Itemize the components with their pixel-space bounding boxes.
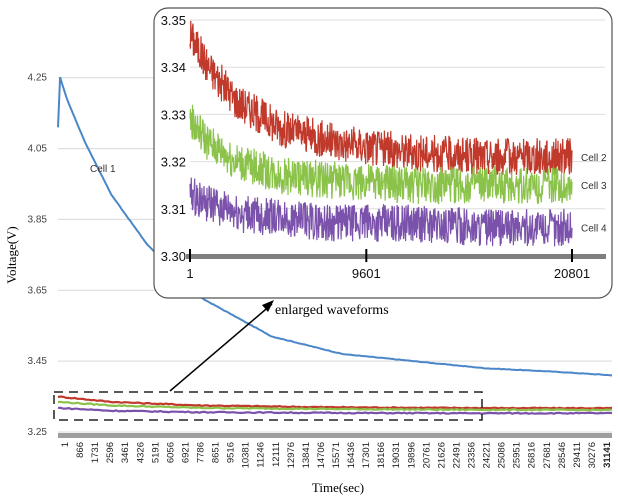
main-x-tick-labels: 1 866 1731 2596 3461 4326 5191 6056 6921 7786 8651… (60, 441, 613, 468)
inset-series-line-3 (189, 177, 573, 247)
main-series-line-1 (57, 76, 613, 377)
main-x-tick: 16436 (346, 442, 357, 468)
main-x-tick: 28546 (557, 442, 568, 468)
inset-series-lines (189, 20, 573, 247)
main-x-tick: 12111 (271, 442, 282, 467)
main-x-tick: 23356 (467, 442, 478, 468)
main-x-tick: 13841 (301, 442, 312, 468)
inset-y-tick-labels: 3.30 3.31 3.32 3.33 3.34 3.35 (161, 13, 186, 264)
inset-x-axis (186, 249, 606, 262)
main-x-tick: 17301 (361, 442, 372, 468)
inset-y-tick: 3.33 (161, 107, 186, 122)
inset-x-tick: 9601 (352, 266, 381, 281)
inset-x-axis-bar (186, 254, 606, 259)
main-x-tick: 18166 (376, 442, 387, 468)
main-x-tick: 27681 (542, 442, 553, 468)
main-x-tick: 25951 (512, 442, 523, 468)
enlarge-arrowhead (262, 300, 274, 312)
main-x-tick: 20761 (421, 442, 432, 468)
main-x-tick: 4326 (135, 442, 146, 463)
inset-x-tick: 20801 (554, 266, 590, 281)
enlarge-region-box (53, 391, 483, 421)
main-y-tick: 3.65 (28, 285, 48, 296)
inset-x-tick-labels: 1 9601 20801 (186, 266, 590, 281)
main-x-tick: 6056 (165, 442, 176, 463)
enlarged-waveforms-label: enlarged waveforms (275, 303, 389, 318)
inset-y-tick: 3.35 (161, 13, 186, 28)
enlarge-arrow (169, 303, 273, 392)
inset-series-label: Cell 4 (581, 224, 607, 235)
inset-series-line-2 (189, 104, 573, 205)
main-x-tick: 8651 (211, 442, 222, 463)
inset-series-line-1 (189, 20, 573, 176)
main-y-tick: 4.05 (28, 144, 48, 155)
main-x-tick: 24221 (482, 442, 493, 468)
main-series-line-4 (57, 406, 613, 415)
main-x-tick: 3461 (120, 442, 131, 463)
main-x-tick: 1731 (90, 442, 101, 463)
main-x-tick: 7786 (196, 442, 207, 463)
main-x-tick: 25086 (497, 442, 508, 468)
main-x-tick: 2596 (105, 442, 116, 463)
inset-series-label: Cell 3 (581, 181, 607, 192)
main-x-tick: 29411 (572, 442, 583, 468)
inset-y-tick: 3.31 (161, 202, 186, 217)
main-x-tick: 14706 (316, 442, 327, 468)
cell-1-label: Cell 1 (90, 164, 116, 175)
main-x-tick: 26816 (527, 442, 538, 468)
main-y-tick-labels: 3.25 3.45 3.65 3.85 4.05 4.25 (28, 73, 48, 438)
inset-x-tick: 1 (186, 266, 193, 281)
main-x-tick: 21626 (436, 442, 447, 468)
main-y-tick: 3.85 (28, 214, 48, 225)
inset-y-tick: 3.34 (161, 60, 186, 75)
main-x-tick: 866 (75, 442, 86, 458)
main-x-tick: 1 (60, 442, 71, 447)
main-x-tick: 19896 (406, 442, 417, 468)
main-y-tick: 3.25 (28, 427, 48, 438)
inset-series-label: Cell 2 (581, 153, 607, 164)
main-x-tick: 5191 (150, 442, 161, 463)
inset-panel: 3.30 3.31 3.32 3.33 3.34 3.35 1 9601 20801 Cell… (153, 7, 613, 299)
main-series-lines (57, 76, 613, 415)
main-x-tick: 11246 (256, 442, 267, 468)
main-x-tick: 10381 (241, 442, 252, 468)
main-x-tick: 22491 (451, 442, 462, 468)
main-x-tick: 19031 (391, 442, 402, 468)
y-axis-title: Voltage(V) (4, 226, 19, 284)
main-series-line-3 (57, 400, 613, 412)
x-axis-title: Time(sec) (312, 480, 364, 495)
main-y-tick: 3.45 (28, 356, 48, 367)
inset-series-labels: Cell 2 Cell 3 Cell 4 (581, 153, 607, 235)
main-series-line-2 (57, 395, 613, 410)
main-x-tick: 6921 (180, 442, 191, 463)
main-x-tick: 31141 (602, 441, 613, 468)
main-x-axis-bar (58, 433, 612, 438)
main-y-tick: 4.25 (28, 73, 48, 84)
main-x-tick: 9516 (226, 442, 237, 463)
main-x-tick: 15571 (331, 442, 342, 468)
main-x-axis (58, 433, 612, 438)
main-x-tick: 30276 (587, 442, 598, 468)
inset-y-tick: 3.32 (161, 155, 186, 170)
main-x-tick: 12976 (286, 442, 297, 468)
inset-y-tick: 3.30 (161, 249, 186, 264)
